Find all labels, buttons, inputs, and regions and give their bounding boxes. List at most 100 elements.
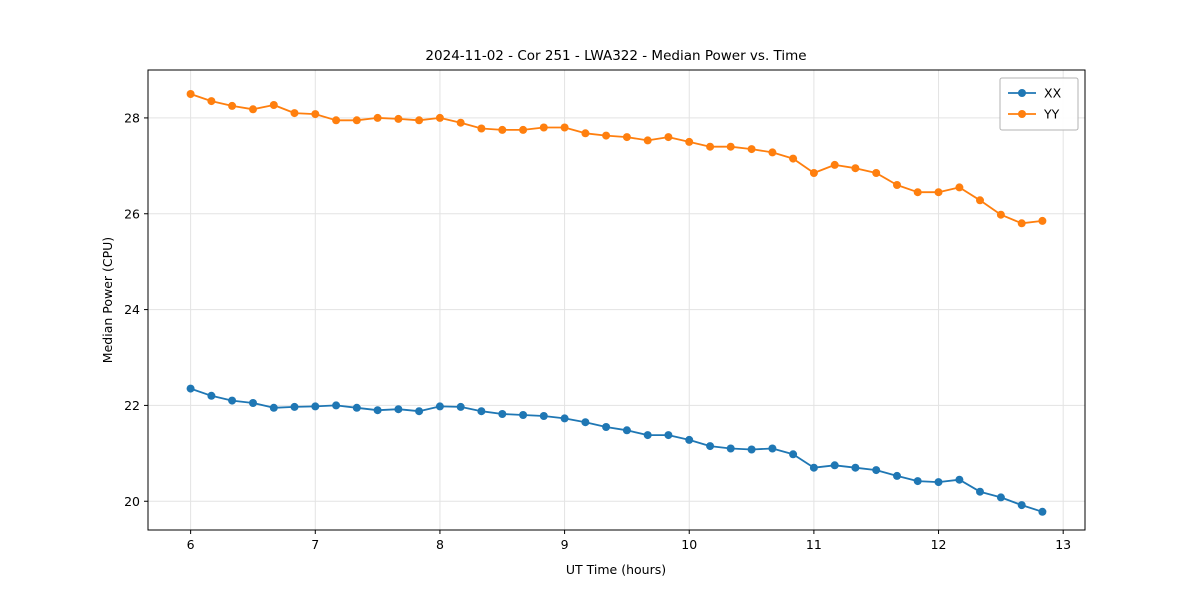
series-marker-YY: [747, 145, 756, 154]
series-marker-YY: [394, 114, 403, 123]
series-marker-XX: [685, 435, 694, 444]
series-marker-XX: [893, 471, 901, 480]
series-marker-YY: [435, 113, 444, 122]
series-marker-XX: [207, 391, 216, 400]
series-marker-YY: [851, 164, 860, 173]
series-marker-XX: [352, 403, 361, 412]
series-marker-XX: [560, 414, 569, 423]
series-marker-XX: [872, 466, 881, 475]
series-marker-YY: [768, 148, 777, 157]
series-marker-XX: [851, 463, 860, 472]
series-marker-XX: [373, 406, 382, 415]
series-marker-XX: [249, 399, 257, 407]
series-marker-YY: [996, 210, 1005, 219]
series-marker-YY: [539, 123, 548, 132]
series-marker-XX: [809, 463, 818, 472]
y-tick-label: 24: [124, 302, 140, 317]
series-marker-YY: [186, 90, 195, 98]
series-marker-YY: [1038, 216, 1047, 225]
x-tick-label: 11: [806, 537, 822, 552]
x-tick-label: 12: [931, 537, 947, 552]
series-marker-YY: [477, 124, 486, 133]
series-marker-YY: [809, 169, 818, 177]
series-marker-YY: [456, 118, 465, 127]
y-tick-label: 22: [124, 398, 140, 413]
series-marker-YY: [581, 129, 590, 138]
series-marker-XX: [602, 423, 611, 431]
series-marker-YY: [893, 181, 901, 189]
legend-label-YY: YY: [1043, 107, 1060, 122]
series-marker-XX: [768, 444, 777, 453]
series-marker-YY: [519, 125, 528, 134]
series-marker-XX: [581, 418, 590, 427]
series-marker-YY: [249, 105, 257, 114]
series-marker-YY: [622, 133, 631, 142]
series-marker-YY: [290, 109, 299, 118]
chart-title: 2024-11-02 - Cor 251 - LWA322 - Median P…: [425, 48, 806, 64]
series-marker-YY: [789, 154, 798, 163]
series-marker-XX: [955, 475, 964, 484]
series-marker-XX: [311, 402, 320, 411]
series-marker-YY: [269, 101, 278, 109]
series-marker-XX: [435, 402, 444, 411]
series-marker-YY: [664, 133, 673, 142]
series-marker-YY: [1017, 219, 1026, 228]
series-marker-XX: [913, 477, 922, 486]
legend-marker-XX: [1018, 89, 1026, 97]
series-marker-XX: [934, 478, 943, 487]
series-marker-XX: [498, 410, 507, 418]
series-marker-XX: [415, 407, 424, 416]
series-marker-XX: [456, 402, 465, 411]
legend-box: [999, 77, 1079, 131]
x-tick-label: 7: [311, 537, 319, 552]
series-marker-XX: [622, 426, 631, 435]
series-marker-XX: [830, 461, 839, 470]
x-tick-label: 9: [561, 537, 569, 552]
series-marker-XX: [228, 396, 237, 405]
x-axis-label: UT Time (hours): [566, 562, 666, 577]
series-marker-XX: [477, 407, 486, 416]
x-tick-label: 10: [681, 537, 697, 552]
axes-frame: [147, 69, 1086, 531]
series-marker-YY: [955, 183, 964, 192]
series-marker-YY: [706, 142, 715, 151]
series-marker-XX: [726, 444, 735, 453]
series-marker-XX: [706, 442, 715, 451]
y-tick-label: 26: [124, 206, 140, 221]
legend-label-XX: XX: [1044, 86, 1062, 101]
series-marker-XX: [1038, 507, 1047, 516]
series-marker-XX: [789, 450, 798, 459]
series-marker-XX: [186, 384, 195, 393]
legend-marker-YY: [1018, 110, 1026, 118]
x-tick-label: 8: [436, 537, 444, 552]
series-marker-XX: [539, 412, 548, 420]
series-marker-XX: [643, 431, 652, 440]
series-marker-YY: [830, 160, 839, 169]
x-tick-label: 13: [1055, 537, 1071, 552]
series-marker-YY: [207, 97, 216, 106]
series-marker-YY: [685, 137, 694, 146]
series-marker-XX: [332, 401, 341, 410]
x-tick-label: 6: [187, 537, 195, 552]
series-marker-YY: [560, 123, 569, 132]
series-marker-YY: [976, 196, 984, 205]
series-marker-YY: [872, 169, 881, 177]
series-marker-YY: [373, 113, 382, 122]
series-marker-XX: [996, 493, 1005, 502]
series-marker-YY: [726, 142, 735, 151]
series-marker-XX: [269, 403, 278, 412]
series-marker-YY: [415, 116, 424, 125]
y-tick-label: 20: [124, 494, 140, 509]
series-marker-YY: [332, 116, 341, 125]
series-marker-XX: [664, 431, 673, 440]
series-marker-XX: [976, 487, 984, 496]
series-marker-XX: [1017, 501, 1026, 510]
series-marker-XX: [394, 405, 403, 414]
series-marker-XX: [519, 411, 528, 419]
series-marker-XX: [290, 402, 299, 411]
series-marker-YY: [498, 125, 507, 134]
y-tick-label: 28: [124, 110, 140, 125]
series-marker-YY: [352, 116, 361, 125]
